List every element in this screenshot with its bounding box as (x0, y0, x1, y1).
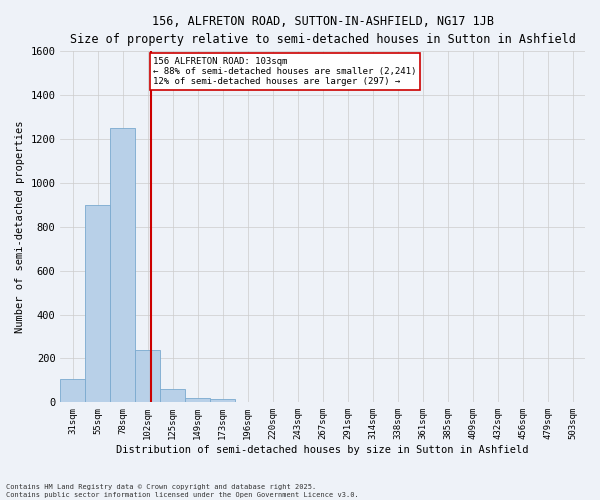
Y-axis label: Number of semi-detached properties: Number of semi-detached properties (15, 120, 25, 333)
Bar (136, 350, 160, 403)
Bar (185, 398, 210, 402)
Bar (85, 205, 110, 402)
Text: 156 ALFRETON ROAD: 103sqm
← 88% of semi-detached houses are smaller (2,241)
12% : 156 ALFRETON ROAD: 103sqm ← 88% of semi-… (153, 56, 416, 86)
Bar (210, 399, 235, 402)
Bar (61, 380, 85, 402)
X-axis label: Distribution of semi-detached houses by size in Sutton in Ashfield: Distribution of semi-detached houses by … (116, 445, 529, 455)
Title: 156, ALFRETON ROAD, SUTTON-IN-ASHFIELD, NG17 1JB
Size of property relative to se: 156, ALFRETON ROAD, SUTTON-IN-ASHFIELD, … (70, 15, 575, 46)
Bar (160, 389, 185, 402)
Bar (110, 128, 136, 402)
Text: Contains HM Land Registry data © Crown copyright and database right 2025.
Contai: Contains HM Land Registry data © Crown c… (6, 484, 359, 498)
